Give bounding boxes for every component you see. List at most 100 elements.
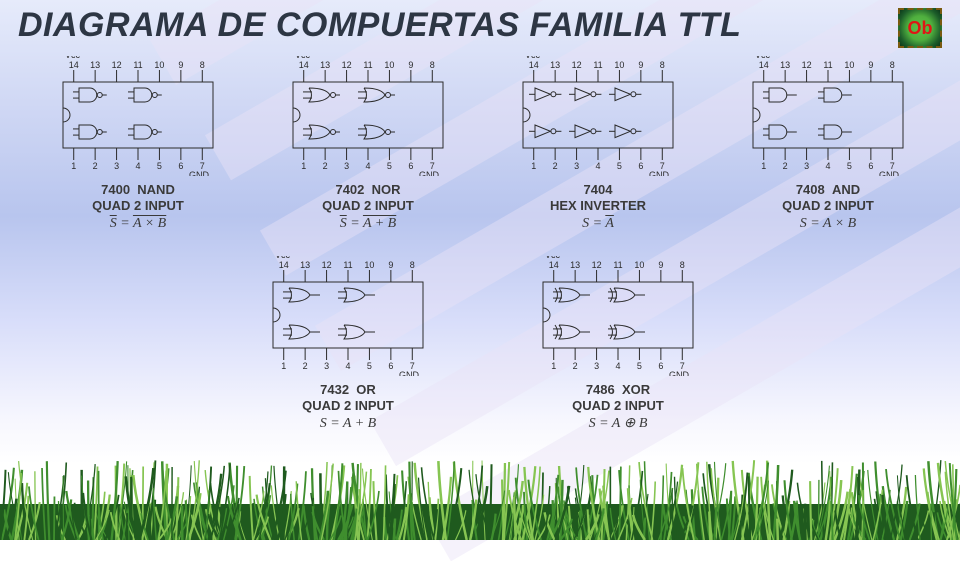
svg-text:13: 13 <box>550 60 560 70</box>
page-title: DIAGRAMA DE COMPUERTAS FAMILIA TTL <box>18 6 741 45</box>
svg-text:14: 14 <box>69 60 79 70</box>
chip-7408: 1411321231141059687VccGND7408 ANDQUAD 2 … <box>728 56 928 232</box>
svg-text:3: 3 <box>594 361 599 371</box>
svg-text:1: 1 <box>761 161 766 171</box>
svg-text:4: 4 <box>595 161 600 171</box>
chip-7432: 1411321231141059687VccGND7432 ORQUAD 2 I… <box>248 256 448 432</box>
svg-text:GND: GND <box>189 170 210 176</box>
svg-text:11: 11 <box>343 260 352 270</box>
chip-caption-7486: 7486 XORQUAD 2 INPUTS = A ⊕ B <box>572 382 664 432</box>
svg-text:14: 14 <box>299 60 309 70</box>
svg-text:3: 3 <box>114 161 119 171</box>
svg-text:11: 11 <box>823 60 832 70</box>
svg-text:1: 1 <box>531 161 536 171</box>
svg-text:6: 6 <box>658 361 663 371</box>
svg-text:4: 4 <box>615 361 620 371</box>
svg-text:3: 3 <box>804 161 809 171</box>
svg-text:4: 4 <box>825 161 830 171</box>
gate-grid: 1411321231141059687VccGND7400 NANDQUAD 2… <box>38 56 928 432</box>
chip-caption-7402: 7402 NORQUAD 2 INPUTS = A + B <box>322 182 414 232</box>
svg-text:14: 14 <box>279 260 289 270</box>
svg-text:10: 10 <box>844 60 854 70</box>
svg-text:5: 5 <box>367 361 372 371</box>
svg-text:8: 8 <box>680 260 685 270</box>
svg-text:6: 6 <box>868 161 873 171</box>
svg-text:2: 2 <box>323 161 328 171</box>
badge-text: Ob <box>908 18 933 39</box>
svg-text:2: 2 <box>93 161 98 171</box>
svg-text:Vcc: Vcc <box>295 56 311 60</box>
svg-text:6: 6 <box>388 361 393 371</box>
svg-text:5: 5 <box>157 161 162 171</box>
svg-text:Vcc: Vcc <box>545 256 561 260</box>
svg-text:13: 13 <box>320 60 330 70</box>
svg-text:2: 2 <box>303 361 308 371</box>
svg-text:11: 11 <box>613 260 622 270</box>
chip-caption-7400: 7400 NANDQUAD 2 INPUTS = A × B <box>92 182 184 232</box>
svg-text:1: 1 <box>281 361 286 371</box>
svg-text:3: 3 <box>324 361 329 371</box>
svg-text:11: 11 <box>593 60 602 70</box>
svg-text:Vcc: Vcc <box>525 56 541 60</box>
svg-text:13: 13 <box>300 260 310 270</box>
grass-decor <box>0 454 960 540</box>
svg-text:4: 4 <box>345 361 350 371</box>
svg-text:12: 12 <box>322 260 332 270</box>
svg-text:6: 6 <box>638 161 643 171</box>
svg-text:12: 12 <box>592 260 602 270</box>
svg-text:3: 3 <box>574 161 579 171</box>
svg-text:12: 12 <box>112 60 122 70</box>
svg-text:GND: GND <box>399 370 420 376</box>
svg-text:10: 10 <box>384 60 394 70</box>
svg-text:9: 9 <box>408 60 413 70</box>
svg-text:2: 2 <box>553 161 558 171</box>
svg-text:11: 11 <box>363 60 372 70</box>
chip-7402: 1411321231141059687VccGND7402 NORQUAD 2 … <box>268 56 468 232</box>
svg-text:10: 10 <box>154 60 164 70</box>
chip-caption-7408: 7408 ANDQUAD 2 INPUTS = A × B <box>782 182 874 232</box>
svg-text:9: 9 <box>178 60 183 70</box>
svg-text:Vcc: Vcc <box>755 56 771 60</box>
svg-text:10: 10 <box>634 260 644 270</box>
svg-text:2: 2 <box>573 361 578 371</box>
svg-text:Vcc: Vcc <box>65 56 81 60</box>
svg-text:10: 10 <box>364 260 374 270</box>
svg-text:13: 13 <box>570 260 580 270</box>
chip-7486: 1411321231141059687VccGND7486 XORQUAD 2 … <box>518 256 718 432</box>
chip-caption-7432: 7432 ORQUAD 2 INPUTS = A + B <box>302 382 394 432</box>
svg-text:11: 11 <box>133 60 142 70</box>
svg-text:8: 8 <box>660 60 665 70</box>
svg-text:9: 9 <box>868 60 873 70</box>
svg-text:GND: GND <box>669 370 690 376</box>
svg-text:5: 5 <box>847 161 852 171</box>
svg-text:14: 14 <box>759 60 769 70</box>
svg-text:5: 5 <box>637 361 642 371</box>
svg-text:9: 9 <box>388 260 393 270</box>
svg-text:8: 8 <box>430 60 435 70</box>
chip-7404: 1411321231141059687VccGND7404HEX INVERTE… <box>498 56 698 232</box>
svg-text:1: 1 <box>71 161 76 171</box>
svg-text:9: 9 <box>638 60 643 70</box>
chip-caption-7404: 7404HEX INVERTERS = A <box>550 182 646 232</box>
svg-text:8: 8 <box>890 60 895 70</box>
svg-text:1: 1 <box>551 361 556 371</box>
svg-text:12: 12 <box>342 60 352 70</box>
svg-text:6: 6 <box>178 161 183 171</box>
badge: Ob <box>898 8 942 48</box>
svg-text:3: 3 <box>344 161 349 171</box>
svg-text:9: 9 <box>658 260 663 270</box>
svg-text:14: 14 <box>549 260 559 270</box>
svg-text:Vcc: Vcc <box>275 256 291 260</box>
svg-text:10: 10 <box>614 60 624 70</box>
svg-text:GND: GND <box>649 170 670 176</box>
svg-text:4: 4 <box>135 161 140 171</box>
svg-text:8: 8 <box>410 260 415 270</box>
svg-text:12: 12 <box>802 60 812 70</box>
svg-text:14: 14 <box>529 60 539 70</box>
svg-text:5: 5 <box>387 161 392 171</box>
svg-text:GND: GND <box>879 170 900 176</box>
svg-text:5: 5 <box>617 161 622 171</box>
svg-text:12: 12 <box>572 60 582 70</box>
svg-text:2: 2 <box>783 161 788 171</box>
svg-text:6: 6 <box>408 161 413 171</box>
